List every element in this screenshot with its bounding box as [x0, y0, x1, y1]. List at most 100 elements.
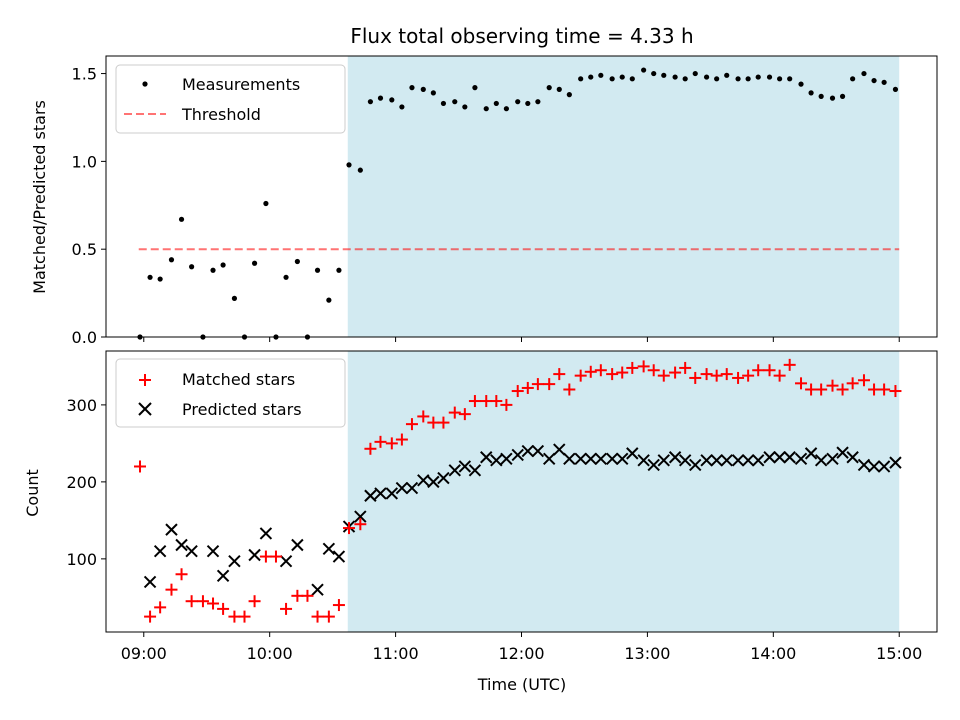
matched-star-point [689, 371, 702, 384]
predicted-star-point [794, 452, 808, 465]
measurement-point [692, 70, 698, 77]
top-y-tick-label: 0.0 [72, 328, 97, 347]
bottom-y-axis-label: Count [23, 469, 42, 517]
predicted-star-point [826, 452, 839, 465]
matched-star-point [405, 418, 418, 431]
predicted-star-point [206, 544, 220, 558]
predicted-star-point [605, 452, 619, 465]
predicted-star-point [804, 447, 818, 460]
top-shaded-region [347, 56, 900, 337]
matched-star-point [228, 610, 241, 623]
predicted-star-point [553, 443, 566, 456]
top-y-tick-label: 1.5 [72, 65, 97, 84]
measurement-point [578, 76, 584, 82]
matched-star-point [395, 433, 408, 446]
matched-star-point [458, 408, 471, 421]
matched-star-point [700, 368, 713, 381]
predicted-star-point [700, 454, 713, 467]
measurement-point [850, 76, 856, 82]
predicted-star-point [248, 548, 261, 562]
predicted-star-point [291, 538, 304, 552]
predicted-star-point [857, 458, 871, 472]
matched-star-point [280, 602, 293, 615]
predicted-star-point [731, 454, 745, 467]
matched-star-point [720, 368, 733, 381]
predicted-star-point [752, 454, 765, 467]
predicted-star-point [616, 452, 629, 465]
predicted-star-point [364, 489, 377, 502]
predicted-star-point [311, 583, 324, 596]
legend-matched-label: Matched stars [182, 370, 295, 389]
measurement-point [420, 86, 426, 92]
measurement-point [178, 216, 185, 222]
predicted-star-point [720, 454, 733, 467]
measurement-point [389, 97, 395, 103]
predicted-star-point [867, 460, 881, 473]
predicted-star-point [763, 451, 776, 464]
legend-threshold-label: Threshold [181, 105, 261, 124]
predicted-star-point [668, 451, 682, 464]
measurement-point [629, 76, 635, 82]
matched-star-point [154, 601, 167, 614]
measurement-point [535, 99, 541, 105]
predicted-star-point [584, 452, 597, 465]
matched-star-point [763, 364, 776, 377]
measurement-point [682, 76, 688, 82]
predicted-star-point [531, 444, 545, 458]
measurement-point [515, 99, 521, 105]
measurement-point [566, 92, 572, 98]
matched-star-point [868, 383, 881, 396]
predicted-star-point [710, 454, 723, 467]
top-y-tick-label: 0.5 [72, 240, 97, 259]
predicted-star-point [563, 452, 576, 465]
predicted-star-point [374, 487, 387, 500]
measurement-point [231, 295, 238, 301]
predicted-star-point [490, 454, 503, 467]
matched-star-point [354, 518, 367, 531]
matched-star-point [217, 602, 230, 615]
matched-star-point [531, 378, 544, 391]
matched-star-point [417, 410, 430, 423]
x-tick-label: 11:00 [373, 644, 419, 663]
bottom-y-tick-label: 200 [66, 473, 97, 492]
bottom-legend: Matched stars Predicted stars [115, 358, 346, 428]
matched-star-point [185, 595, 198, 608]
measurement-point [661, 72, 667, 78]
measurement-point [440, 100, 447, 107]
predicted-star-point [521, 444, 535, 458]
top-y-axis-label: Matched/Predicted stars [30, 100, 49, 294]
matched-star-point [846, 377, 859, 390]
measurement-point [651, 70, 657, 77]
predicted-star-point [741, 454, 755, 467]
measurement-point [556, 86, 562, 92]
predicted-star-point [458, 460, 472, 473]
bottom-y-tick-label: 100 [66, 550, 97, 569]
x-tick-label: 14:00 [750, 644, 796, 663]
predicted-star-point [165, 523, 178, 536]
predicted-star-point [153, 544, 167, 558]
top-y-axis: 0.0 0.5 1.0 1.5 [72, 65, 106, 347]
bottom-shaded-region [347, 351, 900, 632]
matched-star-point [322, 610, 335, 623]
measurement-point [462, 104, 468, 110]
matched-star-point [291, 589, 304, 602]
measurement-point [735, 76, 741, 82]
matched-star-point [805, 383, 818, 396]
measurement-point [147, 274, 153, 280]
measurement-point [892, 86, 899, 92]
matched-star-point [175, 568, 188, 581]
matched-star-point [752, 364, 765, 377]
measurement-point [346, 162, 352, 168]
measurement-point [766, 74, 773, 80]
measurement-point [745, 76, 751, 82]
measurement-point [336, 267, 342, 273]
predicted-star-point [594, 452, 608, 465]
predicted-star-point [836, 446, 849, 459]
matched-star-point [679, 361, 692, 374]
matched-star-point [669, 366, 682, 379]
measurement-point [377, 95, 384, 101]
predicted-star-point [542, 452, 556, 465]
matched-star-point [878, 383, 891, 396]
bottom-y-tick-label: 300 [66, 396, 97, 415]
bottom-panel: 100 200 300 09:00 10:00 11:00 12:00 13:00 14:00… [23, 350, 938, 694]
